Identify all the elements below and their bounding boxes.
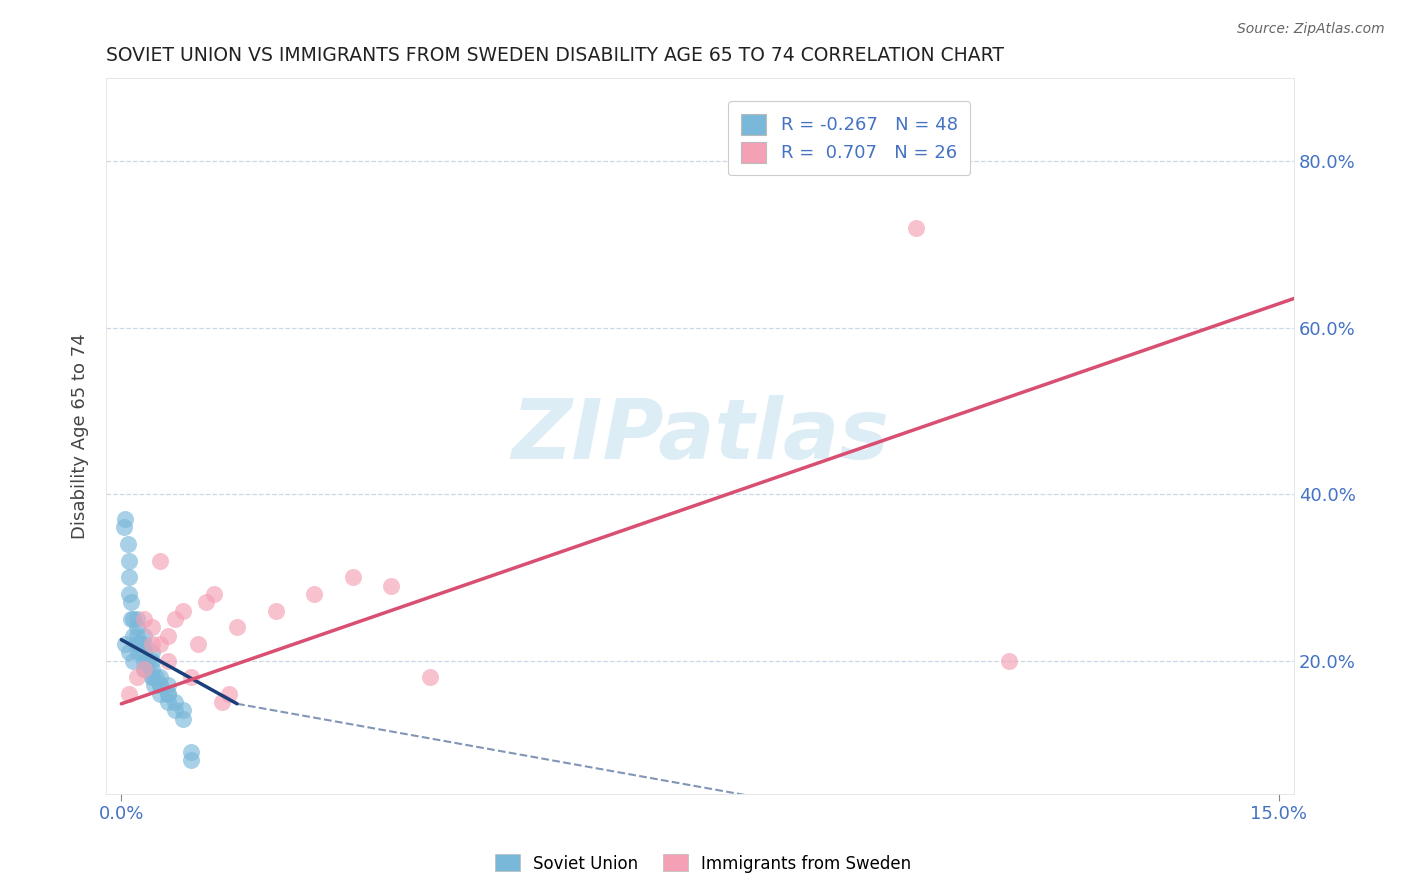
Point — [134, 645, 156, 659]
Point — [218, 687, 240, 701]
Point — [134, 637, 156, 651]
Point — [156, 687, 179, 701]
Point — [172, 712, 194, 726]
Point — [142, 678, 165, 692]
Point — [156, 678, 179, 692]
Point — [202, 587, 225, 601]
Point — [134, 612, 156, 626]
Point — [180, 753, 202, 767]
Point — [141, 662, 163, 676]
Point — [118, 554, 141, 568]
Text: ZIPatlas: ZIPatlas — [510, 395, 889, 476]
Point — [180, 670, 202, 684]
Point — [114, 512, 136, 526]
Point — [135, 662, 157, 676]
Point — [145, 670, 167, 684]
Point — [122, 612, 145, 626]
Legend: Soviet Union, Immigrants from Sweden: Soviet Union, Immigrants from Sweden — [488, 847, 918, 880]
Point — [125, 637, 148, 651]
Point — [117, 537, 139, 551]
Point — [118, 587, 141, 601]
Point — [149, 637, 172, 651]
Point — [125, 670, 148, 684]
Point — [165, 695, 187, 709]
Point — [127, 645, 149, 659]
Point — [156, 653, 179, 667]
Point — [118, 687, 141, 701]
Point — [172, 603, 194, 617]
Point — [141, 637, 163, 651]
Point — [122, 653, 145, 667]
Point — [156, 695, 179, 709]
Point — [211, 695, 233, 709]
Point — [141, 653, 163, 667]
Point — [165, 703, 187, 717]
Point — [302, 587, 325, 601]
Point — [118, 645, 141, 659]
Point — [905, 220, 928, 235]
Legend: R = -0.267   N = 48, R =  0.707   N = 26: R = -0.267 N = 48, R = 0.707 N = 26 — [728, 101, 970, 176]
Point — [172, 703, 194, 717]
Point — [187, 637, 209, 651]
Point — [264, 603, 287, 617]
Point — [156, 687, 179, 701]
Point — [134, 662, 156, 676]
Point — [149, 678, 172, 692]
Point — [226, 620, 249, 634]
Point — [342, 570, 364, 584]
Point — [134, 628, 156, 642]
Point — [180, 745, 202, 759]
Point — [149, 554, 172, 568]
Point — [129, 637, 152, 651]
Point — [134, 653, 156, 667]
Point — [195, 595, 218, 609]
Point — [156, 628, 179, 642]
Point — [141, 620, 163, 634]
Point — [122, 628, 145, 642]
Point — [419, 670, 441, 684]
Point — [165, 612, 187, 626]
Text: Source: ZipAtlas.com: Source: ZipAtlas.com — [1237, 22, 1385, 37]
Point — [141, 670, 163, 684]
Point — [997, 653, 1019, 667]
Point — [114, 637, 136, 651]
Y-axis label: Disability Age 65 to 74: Disability Age 65 to 74 — [72, 333, 89, 539]
Point — [120, 595, 142, 609]
Point — [120, 612, 142, 626]
Point — [149, 670, 172, 684]
Point — [134, 662, 156, 676]
Point — [125, 637, 148, 651]
Point — [141, 645, 163, 659]
Point — [112, 520, 135, 534]
Point — [125, 612, 148, 626]
Point — [138, 653, 160, 667]
Point — [380, 578, 402, 592]
Text: SOVIET UNION VS IMMIGRANTS FROM SWEDEN DISABILITY AGE 65 TO 74 CORRELATION CHART: SOVIET UNION VS IMMIGRANTS FROM SWEDEN D… — [105, 46, 1004, 65]
Point — [118, 570, 141, 584]
Point — [149, 687, 172, 701]
Point — [125, 620, 148, 634]
Point — [141, 670, 163, 684]
Point — [125, 628, 148, 642]
Point — [149, 678, 172, 692]
